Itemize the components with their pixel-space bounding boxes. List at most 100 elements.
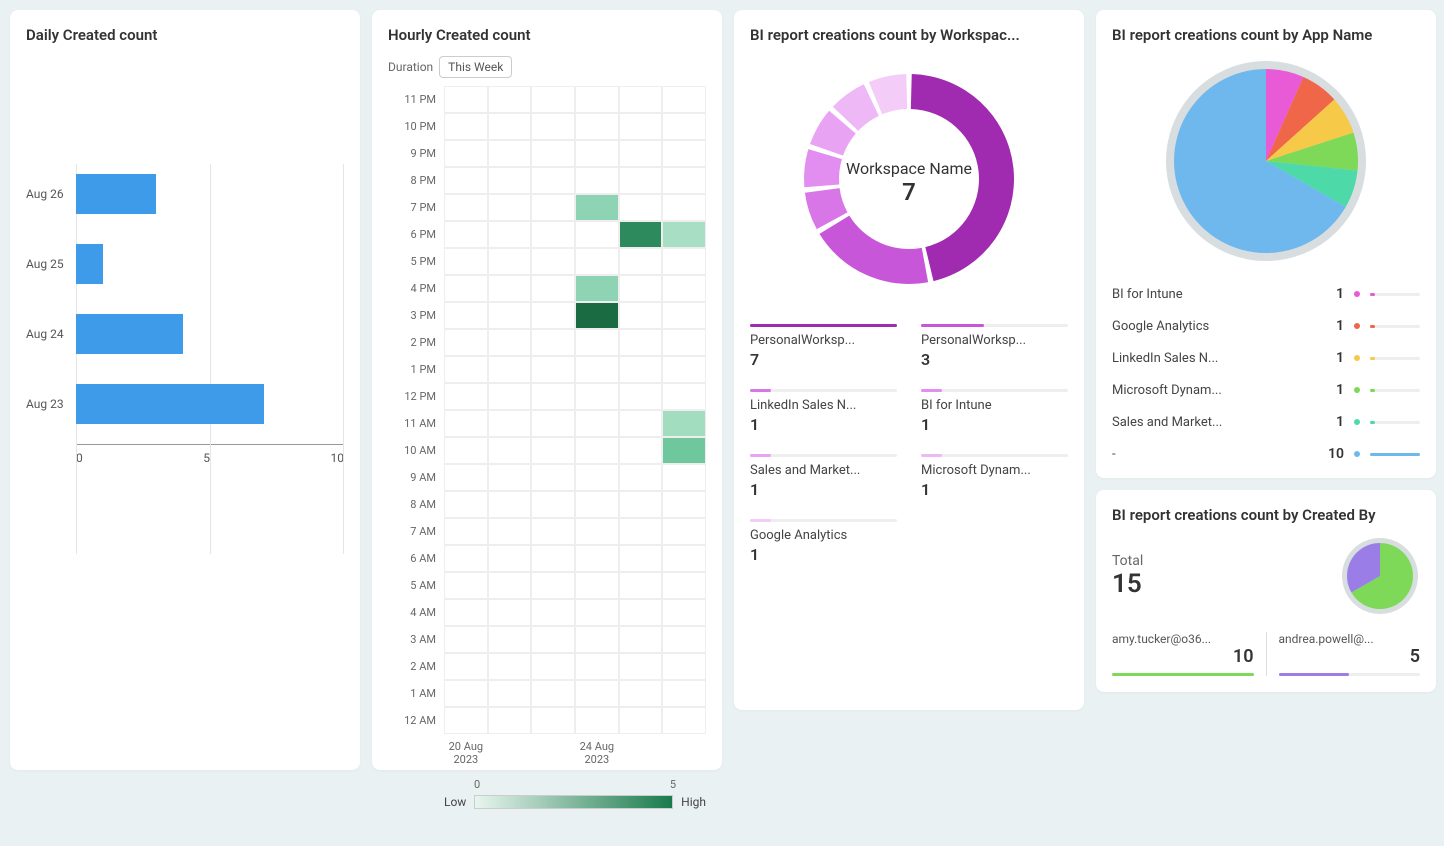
heatmap-cell — [531, 275, 575, 302]
createdby-card: BI report creations count by Created By … — [1096, 490, 1436, 692]
heatmap-cell — [619, 140, 663, 167]
column-4: BI report creations count by App Name BI… — [1096, 10, 1436, 770]
user-bar — [1112, 673, 1254, 676]
heatmap-cell — [531, 707, 575, 734]
createdby-pie — [1340, 536, 1420, 616]
heatmap-cell — [575, 86, 619, 113]
workspace-legend-item[interactable]: LinkedIn Sales N...1 — [750, 389, 897, 434]
heatmap-cell — [575, 221, 619, 248]
legend-track — [1370, 389, 1420, 392]
legend-bar — [750, 389, 897, 392]
user-bar-fill — [1112, 673, 1254, 676]
legend-bar-fill — [750, 454, 771, 457]
heatmap-cell — [488, 599, 532, 626]
workspace-legend-item[interactable]: BI for Intune1 — [921, 389, 1068, 434]
heatmap-cell — [619, 302, 663, 329]
heatmap-cell — [488, 680, 532, 707]
createdby-user[interactable]: amy.tucker@o36...10 — [1112, 632, 1267, 676]
x-tick: 0 — [76, 451, 83, 465]
legend-dot — [1354, 451, 1360, 457]
heatmap-cell — [619, 410, 663, 437]
duration-row: Duration This Week — [388, 56, 706, 78]
heatmap-cell — [575, 383, 619, 410]
legend-value: 1 — [1324, 414, 1344, 430]
legend-track-fill — [1370, 293, 1375, 296]
legend-dot — [1354, 355, 1360, 361]
legend-label: Microsoft Dynam... — [1112, 383, 1314, 398]
heatmap-y-label: 2 PM — [388, 329, 444, 356]
heatmap-x-label: 24 Aug 2023 — [575, 740, 619, 766]
heatmap-cell — [488, 275, 532, 302]
duration-label: Duration — [388, 60, 433, 74]
heatmap-cell — [662, 491, 706, 518]
heatmap-cell — [444, 680, 488, 707]
legend-dot — [1354, 291, 1360, 297]
workspace-legend-item[interactable]: Google Analytics1 — [750, 519, 897, 564]
appname-title: BI report creations count by App Name — [1112, 26, 1420, 44]
workspace-legend-item[interactable]: PersonalWorksp...7 — [750, 324, 897, 369]
legend-dot — [1354, 387, 1360, 393]
heatmap-cell — [444, 302, 488, 329]
heatmap-cell — [531, 464, 575, 491]
heatmap-cell — [662, 410, 706, 437]
donut-segment[interactable] — [819, 216, 928, 284]
heatmap-cell — [444, 572, 488, 599]
workspace-donut: Workspace Name 7 — [794, 64, 1024, 294]
createdby-user[interactable]: andrea.powell@...5 — [1267, 632, 1421, 676]
heatmap-cell — [662, 680, 706, 707]
heatmap-cell — [575, 113, 619, 140]
heatmap-cell — [662, 572, 706, 599]
appname-legend-item[interactable]: Sales and Market...1 — [1112, 414, 1420, 430]
heatmap-cell — [619, 383, 663, 410]
heatmap-y-label: 3 PM — [388, 302, 444, 329]
daily-created-card: Daily Created count Aug 26Aug 25Aug 24Au… — [10, 10, 360, 770]
appname-legend-item[interactable]: Microsoft Dynam...1 — [1112, 382, 1420, 398]
heatmap-cell — [575, 545, 619, 572]
legend-track — [1370, 453, 1420, 456]
legend-track-fill — [1370, 389, 1375, 392]
legend-track — [1370, 357, 1420, 360]
heatmap-cell — [444, 113, 488, 140]
heatmap-cell — [619, 167, 663, 194]
heatmap-cell — [575, 707, 619, 734]
legend-label: LinkedIn Sales N... — [750, 398, 897, 413]
heatmap-cell — [444, 356, 488, 383]
heatmap-cell — [488, 140, 532, 167]
heatmap-cell — [575, 329, 619, 356]
workspace-legend-item[interactable]: Microsoft Dynam...1 — [921, 454, 1068, 499]
heatmap-y-label: 7 PM — [388, 194, 444, 221]
heatmap-cell — [488, 653, 532, 680]
heatmap-cell — [444, 599, 488, 626]
appname-legend-item[interactable]: Google Analytics1 — [1112, 318, 1420, 334]
donut-segment[interactable] — [804, 149, 842, 187]
heatmap-cell — [575, 248, 619, 275]
appname-legend-item[interactable]: BI for Intune1 — [1112, 286, 1420, 302]
heatmap-cell — [531, 491, 575, 518]
bar-row: Aug 25 — [26, 234, 344, 294]
appname-legend-item[interactable]: -10 — [1112, 446, 1420, 462]
heatmap-cell — [531, 221, 575, 248]
workspace-legend-item[interactable]: Sales and Market...1 — [750, 454, 897, 499]
dashboard-grid: Daily Created count Aug 26Aug 25Aug 24Au… — [10, 10, 1434, 770]
heatmap-cell — [662, 113, 706, 140]
heatmap-cell — [488, 410, 532, 437]
workspace-legend-item[interactable]: PersonalWorksp...3 — [921, 324, 1068, 369]
heatmap-cell — [619, 653, 663, 680]
donut-center-label: Workspace Name — [846, 159, 972, 178]
heatmap-cell — [619, 86, 663, 113]
heatmap-cell — [488, 86, 532, 113]
bar-fill — [76, 384, 264, 424]
heatmap-cell — [444, 248, 488, 275]
heatmap-y-label: 4 PM — [388, 275, 444, 302]
legend-bar — [750, 519, 897, 522]
appname-legend-item[interactable]: LinkedIn Sales N...1 — [1112, 350, 1420, 366]
legend-label: Google Analytics — [750, 528, 897, 543]
createdby-total-value: 15 — [1112, 569, 1143, 599]
heatmap-cell — [662, 140, 706, 167]
heatmap-cell — [662, 194, 706, 221]
bar-track — [76, 384, 344, 424]
duration-select[interactable]: This Week — [439, 56, 512, 78]
heatmap-cell — [619, 275, 663, 302]
heatmap-cell — [619, 356, 663, 383]
legend-bar — [921, 389, 1068, 392]
